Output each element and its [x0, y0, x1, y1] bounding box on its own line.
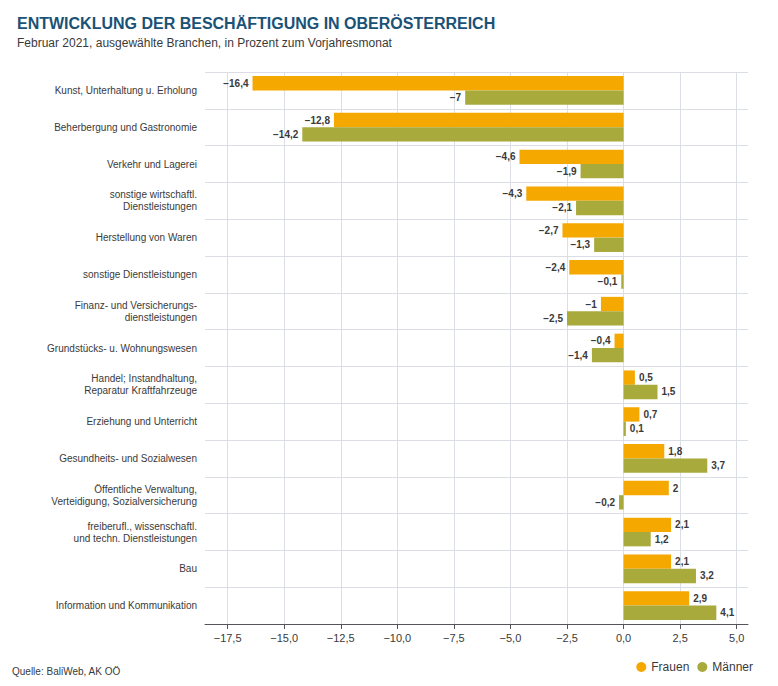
svg-text:Frauen: Frauen: [651, 660, 689, 674]
svg-text:Information und Kommunikation: Information und Kommunikation: [56, 600, 197, 611]
svg-text:Beherbergung und Gastronomie: Beherbergung und Gastronomie: [54, 122, 197, 133]
svg-text:dienstleistungen: dienstleistungen: [125, 312, 197, 323]
svg-text:−7,5: −7,5: [443, 632, 465, 644]
svg-text:4,1: 4,1: [720, 607, 734, 618]
svg-text:2,1: 2,1: [675, 519, 689, 530]
svg-text:Verkehr und Lagerei: Verkehr und Lagerei: [107, 159, 197, 170]
svg-text:0,5: 0,5: [639, 372, 653, 383]
svg-text:sonstige wirtschaftl.: sonstige wirtschaftl.: [110, 189, 197, 200]
svg-text:Erziehung und Unterricht: Erziehung und Unterricht: [86, 416, 197, 427]
svg-text:−2,7: −2,7: [539, 225, 559, 236]
svg-text:3,7: 3,7: [711, 460, 725, 471]
svg-text:Männer: Männer: [712, 660, 753, 674]
svg-text:Gesundheits- und Sozialwesen: Gesundheits- und Sozialwesen: [59, 453, 197, 464]
svg-text:−0,4: −0,4: [591, 335, 611, 346]
svg-text:−2,5: −2,5: [556, 632, 578, 644]
svg-text:Februar 2021, ausgewählte Bran: Februar 2021, ausgewählte Branchen, in P…: [17, 36, 393, 50]
svg-text:1,8: 1,8: [668, 446, 682, 457]
svg-text:Grundstücks- u. Wohnungswesen: Grundstücks- u. Wohnungswesen: [47, 343, 197, 354]
svg-text:0,0: 0,0: [616, 632, 631, 644]
svg-text:2,9: 2,9: [693, 593, 707, 604]
svg-text:freiberufl., wissenschaftl.: freiberufl., wissenschaftl.: [88, 521, 198, 532]
svg-text:−16,4: −16,4: [223, 78, 249, 89]
svg-text:−2,4: −2,4: [546, 262, 566, 273]
svg-text:0,7: 0,7: [643, 409, 657, 420]
svg-text:−5,0: −5,0: [500, 632, 522, 644]
svg-text:−15,0: −15,0: [270, 632, 298, 644]
svg-text:−12,8: −12,8: [305, 115, 331, 126]
svg-text:Quelle: BaliWeb, AK OÖ: Quelle: BaliWeb, AK OÖ: [12, 666, 120, 677]
svg-text:−12,5: −12,5: [327, 632, 355, 644]
svg-text:−1,3: −1,3: [570, 239, 590, 250]
svg-text:2,1: 2,1: [675, 556, 689, 567]
svg-text:Bau: Bau: [179, 563, 197, 574]
svg-text:sonstige Dienstleistungen: sonstige Dienstleistungen: [83, 269, 197, 280]
svg-text:−7: −7: [450, 92, 462, 103]
svg-text:1,2: 1,2: [655, 534, 669, 545]
svg-text:Dienstleistungen: Dienstleistungen: [123, 201, 197, 212]
svg-text:−10,0: −10,0: [383, 632, 411, 644]
svg-text:−2,5: −2,5: [543, 313, 563, 324]
svg-text:Herstellung von Waren: Herstellung von Waren: [96, 232, 197, 243]
svg-text:1,5: 1,5: [662, 386, 676, 397]
svg-text:−2,1: −2,1: [552, 202, 572, 213]
svg-text:3,2: 3,2: [700, 570, 714, 581]
svg-text:0,1: 0,1: [630, 423, 644, 434]
svg-text:und techn. Dienstleistungen: und techn. Dienstleistungen: [74, 533, 197, 544]
svg-text:Finanz- und Versicherungs-: Finanz- und Versicherungs-: [75, 300, 197, 311]
svg-text:Verteidigung, Sozialversicheru: Verteidigung, Sozialversicherung: [51, 496, 197, 507]
svg-text:−1: −1: [586, 299, 598, 310]
svg-text:−4,3: −4,3: [503, 188, 523, 199]
svg-text:−14,2: −14,2: [273, 129, 299, 140]
svg-text:Kunst, Unterhaltung u. Erholun: Kunst, Unterhaltung u. Erholung: [55, 85, 197, 96]
svg-text:2: 2: [673, 483, 679, 494]
svg-text:2,5: 2,5: [672, 632, 687, 644]
svg-text:Reparatur Kraftfahrzeuge: Reparatur Kraftfahrzeuge: [84, 385, 197, 396]
svg-text:−0,1: −0,1: [598, 276, 618, 287]
svg-text:−0,2: −0,2: [595, 497, 615, 508]
svg-text:ENTWICKLUNG DER BESCHÄFTIGUNG: ENTWICKLUNG DER BESCHÄFTIGUNG IN OBERÖST…: [17, 14, 495, 32]
svg-text:Handel; Instandhaltung,: Handel; Instandhaltung,: [91, 373, 197, 384]
svg-text:−4,6: −4,6: [496, 151, 516, 162]
svg-text:5,0: 5,0: [729, 632, 744, 644]
svg-text:−17,5: −17,5: [214, 632, 242, 644]
svg-text:−1,4: −1,4: [568, 350, 588, 361]
svg-text:Öffentliche Verwaltung,: Öffentliche Verwaltung,: [94, 484, 197, 495]
svg-text:−1,9: −1,9: [557, 166, 577, 177]
